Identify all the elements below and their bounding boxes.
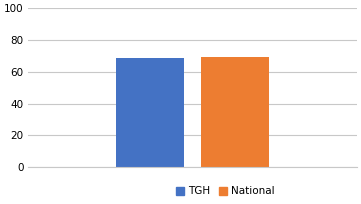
Legend: TGH, National: TGH, National bbox=[171, 182, 279, 200]
Bar bbox=[116, 58, 184, 167]
Bar bbox=[201, 58, 269, 167]
